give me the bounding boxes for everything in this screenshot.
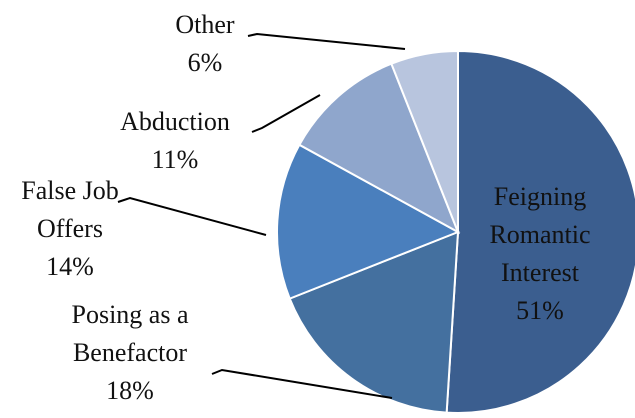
value-label: 14% [46, 252, 94, 281]
pie-slice [288, 230, 460, 414]
leader-line [117, 196, 267, 236]
category-label: Feigning Romantic Interest [489, 182, 591, 287]
slices [276, 49, 635, 414]
category-label: Other [175, 10, 235, 39]
category-label: Abduction [120, 107, 230, 136]
leader-line [211, 368, 393, 399]
data-label: Abduction 11% [90, 103, 260, 179]
category-label: False Job Offers [21, 176, 119, 243]
pie-slice [276, 143, 461, 300]
pie-slice [390, 49, 459, 233]
value-label: 51% [516, 296, 564, 325]
leader-lines [117, 32, 406, 399]
data-label: Posing as a Benefactor 18% [40, 296, 220, 410]
pie-slice [445, 49, 635, 414]
category-label: Posing as a Benefactor [71, 300, 189, 367]
value-label: 6% [187, 48, 223, 77]
value-label: 11% [151, 145, 199, 174]
data-label: Other 6% [150, 6, 260, 82]
leader-line [251, 94, 321, 133]
pie-slice [298, 62, 460, 235]
value-label: 18% [106, 376, 154, 405]
leader-line [247, 32, 406, 50]
data-label: Feigning Romantic Interest 51% [470, 178, 610, 330]
data-label: False Job Offers 14% [0, 172, 140, 286]
